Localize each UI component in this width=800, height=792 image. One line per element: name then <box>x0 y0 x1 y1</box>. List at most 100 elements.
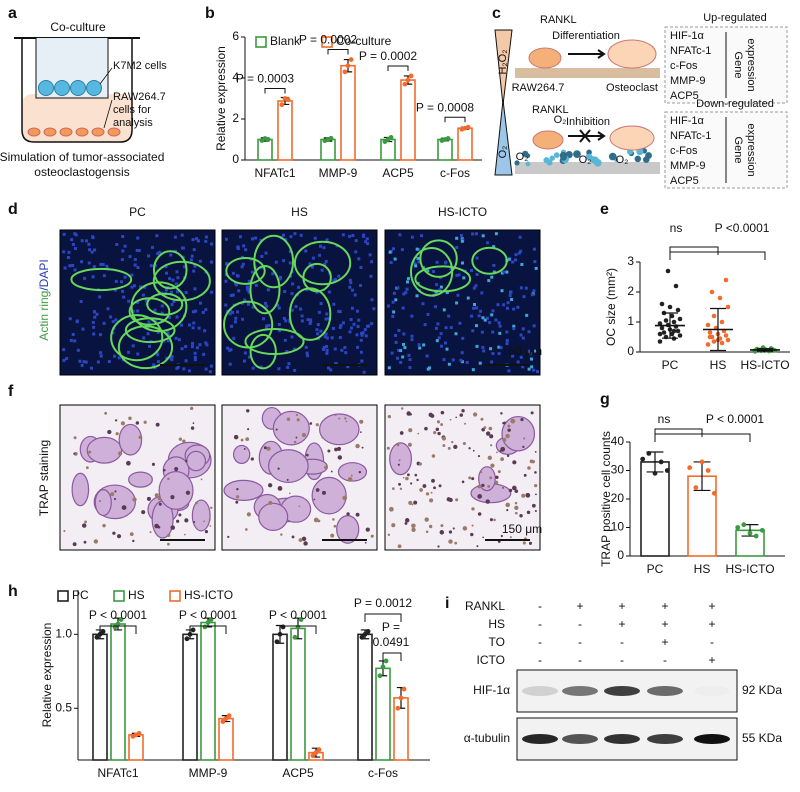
nucleus <box>489 347 493 351</box>
debris <box>508 488 513 493</box>
debris <box>433 486 436 490</box>
raw-cell <box>91 127 105 137</box>
nucleus <box>231 271 235 275</box>
y-tick-label: 10 <box>611 520 625 534</box>
bar <box>277 100 293 161</box>
nucleus <box>397 348 401 352</box>
nucleus <box>71 243 75 247</box>
debris <box>204 530 209 534</box>
annotation: P < 0.0001 <box>706 412 764 426</box>
data-point <box>659 301 665 307</box>
band <box>522 734 558 744</box>
nucleus <box>136 236 140 240</box>
debris <box>138 435 143 440</box>
data-point <box>465 124 471 130</box>
nucleus <box>73 339 77 343</box>
nucleus <box>224 279 228 283</box>
nucleus <box>176 276 180 280</box>
nucleus <box>137 248 141 252</box>
label: cells for <box>113 104 151 116</box>
actin-ring <box>146 292 184 316</box>
nucleus <box>198 343 202 347</box>
debris <box>431 478 435 483</box>
nucleus <box>351 233 355 237</box>
osteoclast <box>389 442 413 476</box>
nucleus <box>500 289 504 293</box>
nucleus <box>287 362 291 366</box>
debris <box>528 541 533 545</box>
condition-mark: - <box>538 653 542 667</box>
y-tick-label: 2 <box>627 284 634 298</box>
nucleus <box>354 239 358 243</box>
label: expression <box>745 38 757 91</box>
bar <box>457 127 473 161</box>
data-point <box>342 69 348 75</box>
osteoclast <box>191 499 211 532</box>
nucleus <box>152 363 156 367</box>
osteoclast <box>478 466 496 492</box>
data-point <box>759 527 765 533</box>
debris <box>512 460 517 465</box>
nanoparticle <box>586 149 592 156</box>
nucleus <box>304 345 308 349</box>
annotation: P < 0.0001 <box>269 608 327 622</box>
debris <box>431 454 436 458</box>
nucleus <box>224 303 228 307</box>
nucleus <box>389 260 393 264</box>
nucleus <box>264 325 268 329</box>
debris <box>487 455 492 460</box>
debris <box>510 418 516 424</box>
debris <box>514 511 518 515</box>
nucleus <box>333 277 337 281</box>
nucleus <box>285 350 289 354</box>
debris <box>291 535 295 539</box>
nucleus <box>300 314 304 318</box>
significance-bracket <box>444 116 466 123</box>
annotation: P < 0.0001 <box>89 608 147 622</box>
nucleus <box>82 360 86 364</box>
nucleus <box>481 316 485 320</box>
label: Osteoclast <box>606 82 658 94</box>
debris <box>506 454 510 457</box>
nucleus <box>114 318 118 322</box>
debris <box>440 524 444 528</box>
nucleus <box>190 254 194 258</box>
data-point <box>661 330 667 335</box>
nucleus <box>164 288 168 292</box>
debris <box>507 428 511 432</box>
nucleus <box>147 254 151 258</box>
nucleus <box>330 336 334 340</box>
data-point <box>711 313 717 319</box>
bar <box>218 717 234 761</box>
nucleus <box>271 272 275 276</box>
debris <box>500 534 503 538</box>
nucleus <box>356 345 360 349</box>
nucleus <box>293 232 297 236</box>
label: RAW264.7 <box>113 91 166 103</box>
debris <box>277 467 280 470</box>
nucleus <box>187 369 191 373</box>
o2-label: O₂ <box>616 154 629 166</box>
nucleus <box>490 360 494 364</box>
nucleus <box>180 233 184 237</box>
nucleus <box>322 246 326 250</box>
label: analysis <box>113 117 153 129</box>
nucleus <box>282 316 286 320</box>
nucleus <box>115 243 119 247</box>
nucleus <box>518 235 522 239</box>
debris <box>396 443 400 447</box>
nucleus <box>175 290 179 294</box>
debris <box>361 446 364 449</box>
nucleus <box>228 312 232 316</box>
actin-ring <box>249 264 281 315</box>
actin-ring <box>225 257 266 285</box>
nucleus <box>99 263 103 267</box>
nanoparticle <box>645 152 652 159</box>
nucleus <box>306 318 310 322</box>
debris <box>425 492 430 496</box>
y-tick-label: 30 <box>611 463 625 477</box>
debris <box>468 447 471 450</box>
nucleus <box>391 300 395 304</box>
nucleus <box>136 266 140 270</box>
